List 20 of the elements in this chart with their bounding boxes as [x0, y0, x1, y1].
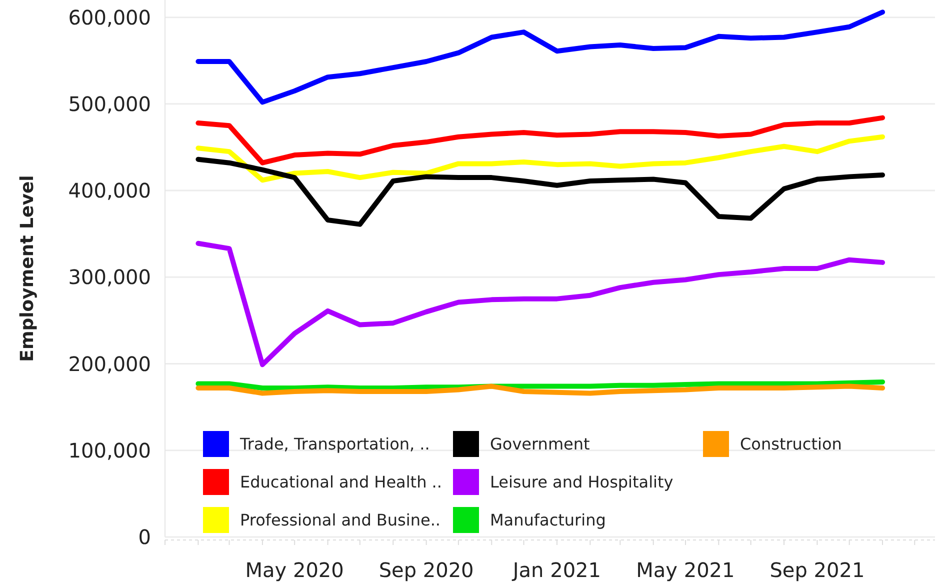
legend-label: Leisure and Hospitality	[490, 472, 674, 492]
x-tick-label: May 2021	[636, 558, 735, 582]
y-axis-title: Employment Level	[17, 175, 38, 362]
x-tick-label: Jan 2021	[510, 558, 602, 582]
x-tick-label: Sep 2020	[378, 558, 474, 582]
y-tick-label: 100,000	[68, 438, 151, 462]
y-tick-label: 500,000	[68, 92, 151, 116]
legend-label: Trade, Transportation, ..	[239, 434, 430, 454]
y-tick-label: 200,000	[68, 352, 151, 376]
y-tick-label: 400,000	[68, 178, 151, 203]
y-tick-label: 300,000	[68, 265, 151, 290]
legend-label: Government	[490, 434, 590, 454]
legend-label: Educational and Health ..	[240, 472, 442, 492]
x-tick-label: Sep 2021	[770, 558, 865, 582]
y-tick-label: 0	[138, 525, 151, 549]
legend-label: Construction	[740, 434, 842, 454]
legend-label: Professional and Busine..	[240, 510, 440, 530]
y-tick-label: 600,000	[68, 5, 151, 30]
legend-label: Manufacturing	[490, 510, 606, 530]
x-tick-label: May 2020	[245, 558, 344, 582]
